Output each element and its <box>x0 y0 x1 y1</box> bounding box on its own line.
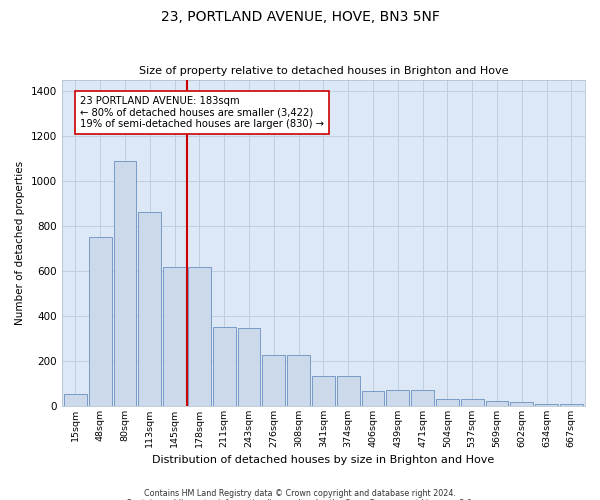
Bar <box>238 328 260 406</box>
Bar <box>485 401 508 406</box>
X-axis label: Distribution of detached houses by size in Brighton and Hove: Distribution of detached houses by size … <box>152 455 494 465</box>
Text: 23, PORTLAND AVENUE, HOVE, BN3 5NF: 23, PORTLAND AVENUE, HOVE, BN3 5NF <box>161 10 439 24</box>
Text: Contains HM Land Registry data © Crown copyright and database right 2024.: Contains HM Land Registry data © Crown c… <box>144 488 456 498</box>
Y-axis label: Number of detached properties: Number of detached properties <box>15 160 25 325</box>
Bar <box>89 237 112 406</box>
Bar <box>337 376 359 406</box>
Bar <box>411 390 434 406</box>
Bar <box>362 391 385 406</box>
Bar <box>213 327 236 406</box>
Bar <box>386 390 409 406</box>
Title: Size of property relative to detached houses in Brighton and Hove: Size of property relative to detached ho… <box>139 66 508 76</box>
Bar <box>139 212 161 406</box>
Bar <box>287 355 310 406</box>
Bar <box>560 404 583 406</box>
Bar <box>436 399 459 406</box>
Bar <box>535 404 558 406</box>
Bar <box>511 402 533 406</box>
Bar <box>163 268 186 406</box>
Bar <box>188 268 211 406</box>
Bar <box>461 399 484 406</box>
Bar <box>113 161 136 406</box>
Text: 23 PORTLAND AVENUE: 183sqm
← 80% of detached houses are smaller (3,422)
19% of s: 23 PORTLAND AVENUE: 183sqm ← 80% of deta… <box>80 96 324 129</box>
Bar <box>312 376 335 406</box>
Bar <box>64 394 87 406</box>
Bar <box>262 355 285 406</box>
Text: Contains public sector information licensed under the Open Government Licence v3: Contains public sector information licen… <box>126 498 474 500</box>
